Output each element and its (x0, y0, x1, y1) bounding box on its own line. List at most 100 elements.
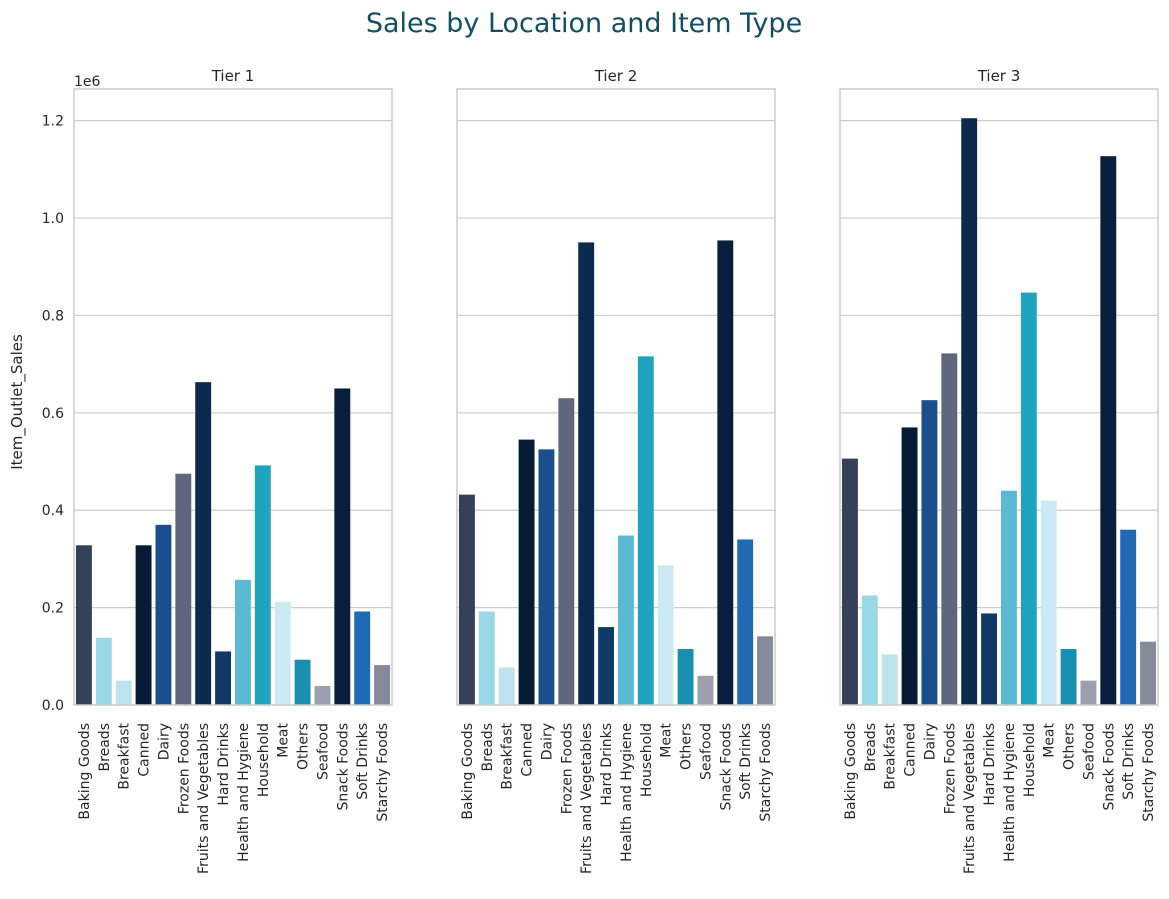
bar-tier-1-canned (135, 545, 152, 705)
bar-tier-3-others (1060, 649, 1077, 705)
x-tick-label: Canned (520, 723, 536, 777)
bar-tier-2-baking-goods (458, 494, 475, 705)
x-tick-label: Frozen Foods (942, 723, 958, 814)
x-tick-label: Seafood (315, 723, 331, 780)
bar-tier-2-breads (478, 611, 495, 705)
x-tick-label: Starchy Foods (758, 723, 774, 822)
x-tick-label: Health and Hygiene (619, 723, 635, 862)
bar-tier-3-baking-goods (841, 458, 858, 705)
panel-tier-2: Baking Goods Breads Breakfast Canned Dairy Fr… (456, 67, 776, 874)
x-tick-label: Meat (1042, 722, 1058, 757)
bar-tier-2-others (677, 649, 694, 705)
bar-tier-2-breakfast (498, 667, 515, 705)
bar-tier-2-dairy (538, 449, 555, 705)
x-tick-label: Baking Goods (843, 723, 859, 820)
bar-tier-1-others (294, 659, 311, 705)
x-tick-label: Canned (137, 723, 153, 777)
x-tick-label: Canned (903, 723, 919, 777)
x-tick-label: Snack Foods (1101, 723, 1117, 810)
bar-tier-1-health-and-hygiene (234, 579, 251, 705)
bar-tier-3-starchy-foods (1140, 641, 1157, 705)
figure-title: Sales by Location and Item Type (366, 8, 802, 39)
y-tick-label: 0.4 (42, 503, 64, 519)
bar-tier-2-fruits-and-vegetables (578, 242, 595, 706)
x-tick-label: Dairy (922, 723, 938, 760)
bar-tier-1-seafood (314, 686, 331, 705)
bar-tier-1-meat (274, 601, 291, 705)
x-tick-label: Breads (863, 723, 879, 771)
panel-tier-1: 0.0 0.2 0.4 0.6 0.8 1.0 1.2 Baking Goods Breads B… (42, 67, 393, 874)
x-tick-label: Hard Drinks (216, 723, 232, 806)
bar-tier-2-canned (518, 439, 535, 705)
bar-tier-2-frozen-foods (558, 398, 575, 705)
x-tick-label: Starchy Foods (375, 723, 391, 822)
bar-tier-3-dairy (921, 400, 938, 705)
bar-tier-3-frozen-foods (941, 353, 958, 705)
bar-tier-2-snack-foods (717, 240, 734, 705)
x-tick-label: Others (1062, 723, 1078, 770)
x-tick-label: Starchy Foods (1141, 723, 1157, 822)
bar-tier-3-breakfast (881, 654, 898, 705)
bar-tier-3-soft-drinks (1120, 529, 1137, 705)
bar-tier-2-soft-drinks (737, 539, 754, 705)
panel-title: Tier 2 (594, 67, 638, 85)
x-tick-label: Breakfast (117, 723, 133, 790)
panel-title: Tier 3 (977, 67, 1021, 85)
x-tick-label: Meat (659, 722, 675, 757)
x-tick-label: Snack Foods (335, 723, 351, 810)
x-tick-label: Health and Hygiene (1002, 723, 1018, 862)
bar-tier-2-hard-drinks (598, 627, 615, 705)
x-tick-label: Seafood (698, 723, 714, 780)
bar-tier-2-meat (657, 565, 674, 705)
y-tick-label: 0.6 (42, 406, 64, 422)
x-tick-label: Breads (97, 723, 113, 771)
y-tick-label: 1.0 (42, 211, 64, 227)
axes-frame (456, 88, 776, 706)
bar-tier-1-baking-goods (75, 545, 92, 705)
x-tick-label: Soft Drinks (1121, 723, 1137, 800)
x-tick-label: Dairy (539, 723, 555, 760)
y-tick-label: 0.8 (42, 308, 64, 324)
x-tick-label: Hard Drinks (982, 723, 998, 806)
x-tick-label: Others (679, 723, 695, 770)
bar-tier-1-hard-drinks (215, 651, 232, 705)
x-tick-label: Household (256, 723, 272, 797)
x-tick-label: Snack Foods (718, 723, 734, 810)
x-tick-label: Meat (276, 722, 292, 757)
y-tick-label: 0.2 (42, 601, 64, 617)
x-tick-label: Breakfast (883, 723, 899, 790)
x-tick-label: Dairy (156, 723, 172, 760)
x-tick-label: Breakfast (500, 723, 516, 790)
bar-tier-1-soft-drinks (354, 611, 371, 705)
bar-tier-3-breads (861, 595, 878, 705)
x-tick-label: Health and Hygiene (236, 723, 252, 862)
x-tick-label: Frozen Foods (176, 723, 192, 814)
x-tick-label: Fruits and Vegetables (579, 723, 595, 874)
bar-tier-1-fruits-and-vegetables (195, 382, 212, 705)
bar-tier-3-canned (901, 427, 918, 705)
bar-tier-3-hard-drinks (981, 613, 998, 705)
bar-tier-1-breakfast (115, 680, 132, 705)
y-tick-label: 0.0 (42, 698, 64, 714)
x-tick-label: Baking Goods (460, 723, 476, 820)
x-tick-label: Household (639, 723, 655, 797)
bar-tier-1-dairy (155, 524, 172, 705)
bar-tier-3-fruits-and-vegetables (961, 118, 978, 705)
bar-tier-1-snack-foods (334, 388, 351, 705)
bar-tier-1-frozen-foods (175, 473, 192, 705)
bar-tier-2-health-and-hygiene (617, 535, 634, 705)
bar-tier-3-seafood (1080, 680, 1097, 705)
bar-tier-2-household (637, 356, 654, 705)
x-tick-label: Others (296, 723, 312, 770)
bar-tier-3-snack-foods (1100, 156, 1117, 705)
x-tick-label: Frozen Foods (559, 723, 575, 814)
x-tick-label: Soft Drinks (355, 723, 371, 800)
y-axis-label: Item_Outlet_Sales (8, 334, 27, 470)
x-tick-label: Household (1022, 723, 1038, 797)
x-tick-label: Hard Drinks (599, 723, 615, 806)
bar-tier-1-breads (95, 637, 112, 705)
y-offset-text: 1e6 (74, 74, 101, 90)
x-tick-label: Fruits and Vegetables (962, 723, 978, 874)
x-tick-label: Breads (480, 723, 496, 771)
